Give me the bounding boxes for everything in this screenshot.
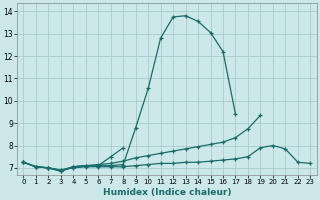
X-axis label: Humidex (Indice chaleur): Humidex (Indice chaleur)	[103, 188, 231, 197]
